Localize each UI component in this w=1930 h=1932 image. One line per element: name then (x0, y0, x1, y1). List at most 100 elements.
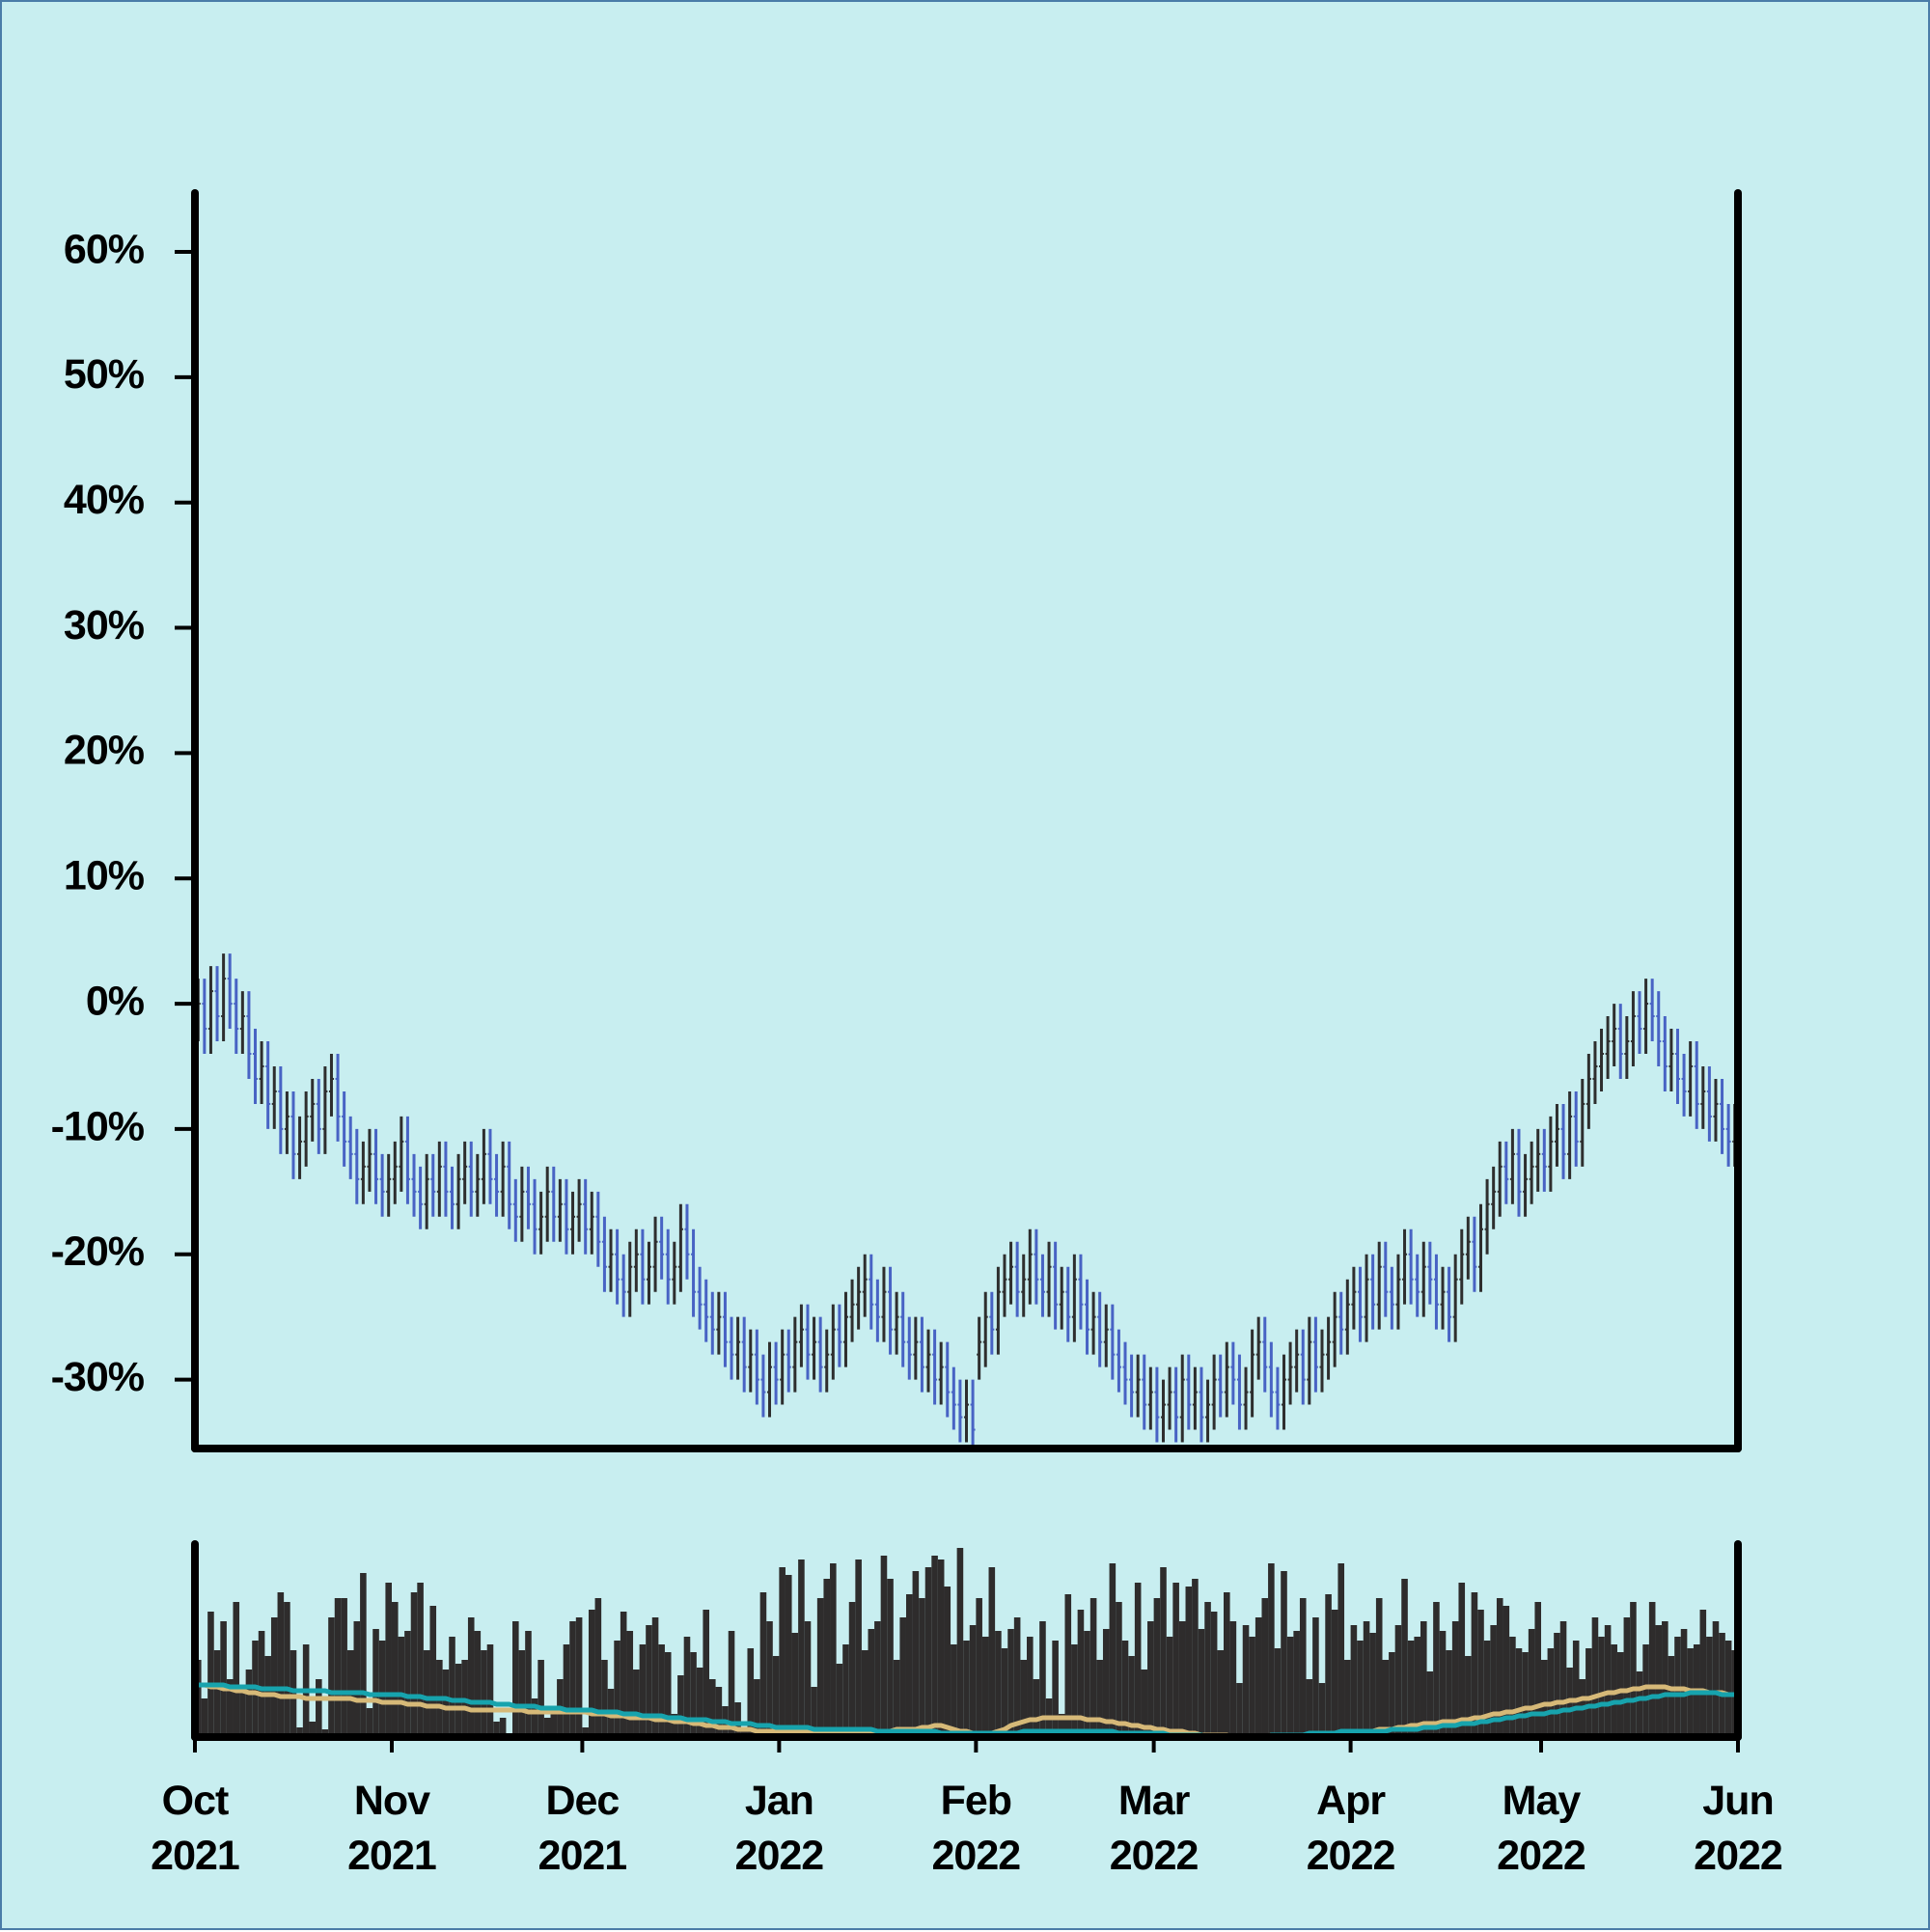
volume-bar (481, 1650, 487, 1737)
volume-bar (951, 1644, 957, 1737)
volume-bar (1236, 1683, 1243, 1737)
volume-bar (1204, 1602, 1211, 1737)
volume-bar (1084, 1631, 1090, 1737)
volume-bar (1451, 1621, 1459, 1737)
volume-bar (486, 1644, 494, 1737)
volume-bar (1477, 1610, 1484, 1737)
volume-bar (804, 1621, 812, 1737)
volume-bar (703, 1610, 709, 1737)
volume-bar (1128, 1656, 1135, 1737)
volume-bar (1585, 1648, 1592, 1737)
volume-bar (995, 1631, 1002, 1737)
volume-bar (360, 1573, 367, 1737)
volume-bar (816, 1598, 824, 1737)
volume-bar (893, 1660, 900, 1737)
y-tick-label: 20% (64, 728, 145, 774)
volume-bar (848, 1602, 856, 1737)
volume-bar (575, 1617, 583, 1737)
volume-bar (1224, 1592, 1230, 1737)
volume-bar (1604, 1625, 1612, 1737)
volume-bar (449, 1637, 455, 1737)
volume-bar (1013, 1617, 1021, 1737)
volume-bar (309, 1722, 317, 1737)
volume-bar (543, 1718, 551, 1737)
volume-bar (1591, 1617, 1599, 1737)
volume-bar (353, 1621, 361, 1737)
volume-bar (1515, 1648, 1523, 1737)
volume-bar (981, 1637, 989, 1737)
volume-bar (1648, 1602, 1656, 1737)
volume-bar (594, 1598, 602, 1737)
volume-bar (728, 1631, 735, 1737)
volume-bar (1254, 1617, 1262, 1737)
volume-bar (1572, 1641, 1580, 1737)
volume-bar (1116, 1602, 1122, 1737)
volume-bar (709, 1679, 716, 1737)
volume-bar (385, 1583, 392, 1737)
volume-bar (766, 1621, 773, 1737)
volume-bar (1058, 1714, 1065, 1737)
volume-bar (582, 1727, 589, 1737)
volume-bar (1630, 1602, 1637, 1737)
y-tick-label: -30% (51, 1354, 145, 1400)
volume-bar (366, 1708, 373, 1737)
volume-bar (1433, 1602, 1440, 1737)
volume-bar (1420, 1621, 1427, 1737)
volume-bar (284, 1602, 290, 1737)
volume-bar (1350, 1625, 1358, 1737)
volume-bar (1007, 1629, 1014, 1737)
volume-bar (1249, 1637, 1255, 1737)
volume-bar (1554, 1633, 1560, 1737)
volume-bar (1337, 1563, 1345, 1737)
volume-bar (1178, 1621, 1186, 1737)
volume-bar (842, 1644, 849, 1737)
volume-bar (1623, 1617, 1631, 1737)
x-tick-label: Feb 2022 (931, 1778, 1022, 1879)
volume-bar (550, 1710, 558, 1737)
volume-bar (677, 1675, 684, 1737)
volume-bar (398, 1637, 405, 1737)
volume-bar (664, 1652, 672, 1737)
volume-bar (779, 1567, 786, 1737)
volume-bar (334, 1598, 342, 1737)
volume-bar (1286, 1637, 1294, 1737)
volume-bar (328, 1617, 335, 1737)
volume-bar (811, 1687, 817, 1737)
volume-bar (880, 1556, 888, 1737)
volume-bar (277, 1592, 285, 1737)
x-tick-label: Oct 2021 (151, 1778, 240, 1879)
volume-bar (740, 1727, 748, 1737)
volume-bar (823, 1579, 831, 1737)
volume-bar (734, 1702, 741, 1737)
volume-bar (1229, 1621, 1237, 1737)
volume-bar (1369, 1633, 1376, 1737)
volume-bar (1160, 1567, 1167, 1737)
volume-bar (213, 1650, 221, 1737)
volume-bar (969, 1625, 977, 1737)
y-tick-label: 40% (64, 477, 145, 523)
volume-bar (1503, 1606, 1510, 1737)
volume-bar (633, 1670, 640, 1737)
volume-bar (1077, 1610, 1085, 1737)
volume-bar (690, 1652, 697, 1737)
volume-bar (1096, 1660, 1103, 1737)
volume-bar (239, 1689, 246, 1737)
volume-bar (207, 1612, 214, 1737)
volume-bar (696, 1668, 703, 1737)
volume-bar (1071, 1644, 1078, 1737)
volume-bar (905, 1594, 913, 1737)
volume-bar (1642, 1644, 1649, 1737)
volume-bar (1616, 1652, 1624, 1737)
volume-bar (423, 1650, 430, 1737)
volume-bar (1496, 1598, 1503, 1737)
volume-bar (1147, 1621, 1154, 1737)
volume-bar (569, 1621, 576, 1737)
volume-bar (931, 1556, 938, 1737)
volume-bar (1547, 1648, 1555, 1737)
volume-bar (754, 1679, 760, 1737)
volume-bar (651, 1617, 659, 1737)
volume-bar (956, 1548, 964, 1737)
volume-bar (798, 1559, 805, 1737)
volume-bar (245, 1670, 253, 1737)
